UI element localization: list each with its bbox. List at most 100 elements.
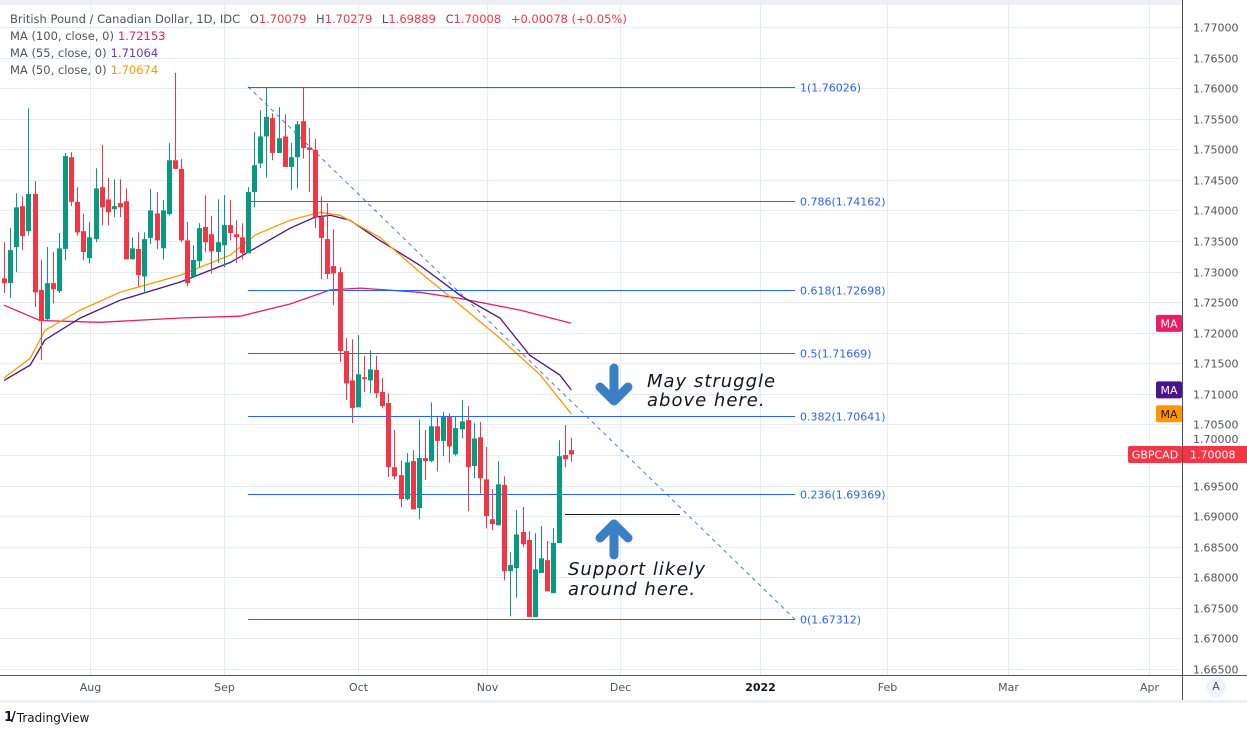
candle-body [453,428,458,455]
candle-body [14,207,19,248]
candle-body [569,450,574,455]
symbol-badge [1128,445,1182,463]
price-tick-label: 1.71500 [1193,358,1239,371]
candle-body [441,417,446,441]
candle-body [325,239,330,275]
candle-up [264,86,269,178]
symbol-badge-label: GBPCAD [1132,448,1178,461]
candle-body [81,231,86,252]
ma50-legend-row[interactable]: MA (50, close, 0) 1.70674 [10,62,627,79]
ma50-value: 1.70674 [110,63,159,77]
ma55-badge-label: MA [1160,384,1177,397]
tradingview-logo[interactable]: 1/ TradingView [4,710,89,725]
candle-up [429,402,434,463]
candle-up [289,143,294,191]
drawings[interactable]: May struggle above here. Support likely … [565,363,776,600]
ma50-badge [1156,405,1182,423]
candle-down [435,417,440,472]
candle-down [502,476,507,581]
time-axis[interactable] [0,676,1182,700]
candle-down [118,179,123,218]
candle-body [191,259,196,277]
candle-body [350,380,355,408]
time-tick-label: Oct [349,681,369,694]
candle-body [216,242,221,252]
close-value: 1.70008 [453,12,502,26]
price-tick-label: 1.75500 [1193,114,1239,127]
price-tick-label: 1.68500 [1193,542,1239,555]
candle-up [551,528,556,594]
fib-level-label: 0.382(1.70641) [800,411,886,424]
tradingview-logo-icon: 1/ [4,710,16,725]
candle-body [460,421,465,430]
candle-body [472,438,477,466]
price-tick-label: 1.67000 [1193,633,1239,646]
auto-scale-button[interactable]: A [1206,677,1226,697]
open-label: O [249,12,259,26]
candle-up [26,108,31,236]
time-tick-label: 2022 [745,681,776,694]
arrow-up-icon [595,519,633,560]
candles [2,72,574,618]
candle-body [51,283,56,290]
ma100-legend-row[interactable]: MA (100, close, 0) 1.72153 [10,28,627,45]
candle-body [313,149,318,218]
symbol-legend-row[interactable]: British Pound / Canadian Dollar, 1D, IDC… [10,11,627,28]
open-value: 1.70079 [258,12,307,26]
candle-body [283,136,288,168]
candle-down [447,413,452,463]
fib-level-label: 0.786(1.74162) [800,196,886,209]
time-axis-labels: Aug Sep Oct Nov Dec 2022 Feb Mar Apr [80,681,1160,694]
fibonacci-retracement[interactable]: 1(1.76026) 0.786(1.74162) 0.618(1.72698) 0.… [247,82,886,627]
candle-down [545,541,550,592]
candle-down [228,200,233,241]
low-value: 1.69889 [388,12,436,26]
close-label: C [445,12,454,26]
arrow-down-icon [595,363,633,406]
price-tick-label: 1.73500 [1193,236,1239,249]
candle-up [453,416,458,456]
candle-body [447,417,452,447]
candle-down [331,229,336,306]
candle-down [569,437,574,462]
price-tick-label: 1.73000 [1193,267,1239,280]
time-tick-label: Sep [214,681,235,694]
price-axis[interactable] [1183,0,1247,700]
candle-body [258,136,263,164]
candle-up [441,412,446,457]
candle-body [362,377,367,380]
candle-body [142,239,147,277]
candle-body [57,248,62,292]
candle-up [14,193,19,273]
candle-up [557,440,562,544]
candle-up [167,143,172,216]
fib-level-label: 0(1.67312) [800,614,861,627]
candle-body [277,138,282,153]
price-tick-label: 1.70500 [1193,419,1239,432]
candle-body [356,374,361,408]
ma55-label: MA (55, close, 0) [10,46,107,60]
candle-down [563,425,568,468]
candle-up [148,189,153,245]
candle-body [124,201,129,260]
price-tick-label: 1.68000 [1193,572,1239,585]
candle-body [423,458,428,462]
ma55-legend-row[interactable]: MA (55, close, 0) 1.71064 [10,45,627,62]
tradingview-brand: TradingView [16,710,90,725]
candle-down [179,159,184,243]
candle-body [8,250,13,284]
candle-body [100,187,105,208]
candle-body [307,147,312,150]
candle-down [155,192,160,249]
candle-body [380,392,385,407]
candle-down [399,460,404,507]
candle-up [277,107,282,153]
candle-body [319,217,324,238]
last-price-label: 1.70008 [1190,448,1236,461]
change-value: +0.00078 (+0.05%) [510,12,627,26]
price-tick-label: 1.71000 [1193,389,1239,402]
candle-up [508,552,513,617]
candle-up [112,179,117,218]
candle-body [435,426,440,441]
